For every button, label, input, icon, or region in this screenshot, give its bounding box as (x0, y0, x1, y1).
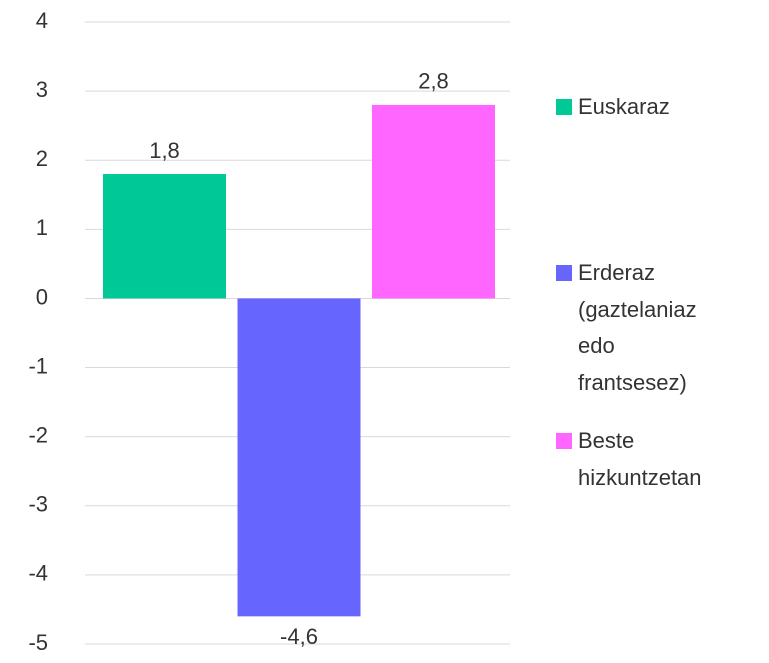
legend-item: Euskaraz (556, 89, 728, 126)
bar (237, 298, 361, 617)
y-tick-label: -2 (28, 422, 48, 447)
y-tick-label: 4 (36, 8, 48, 33)
legend-swatch (556, 433, 572, 449)
y-tick-label: 2 (36, 146, 48, 171)
y-tick-label: -1 (28, 353, 48, 378)
legend-swatch (556, 265, 572, 281)
y-tick-label: 3 (36, 77, 48, 102)
legend-item: Beste hizkuntzetan (556, 423, 728, 496)
y-tick-label: -5 (28, 630, 48, 655)
y-tick-label: -4 (28, 561, 48, 586)
legend-label: Euskaraz (578, 94, 670, 119)
legend-label: Erderaz (gaztelaniaz edo frantsesez) (578, 260, 697, 395)
legend-swatch (556, 99, 572, 115)
value-label: -4,6 (280, 624, 318, 649)
bar (103, 174, 226, 299)
legend-label: Beste hizkuntzetan (578, 428, 702, 490)
value-label: 2,8 (418, 69, 449, 94)
bar (372, 104, 495, 299)
legend-item: Erderaz (gaztelaniaz edo frantsesez) (556, 255, 714, 401)
y-tick-label: 1 (36, 215, 48, 240)
y-tick-label: -3 (28, 492, 48, 517)
y-tick-label: 0 (36, 284, 48, 309)
value-label: 1,8 (149, 138, 180, 163)
